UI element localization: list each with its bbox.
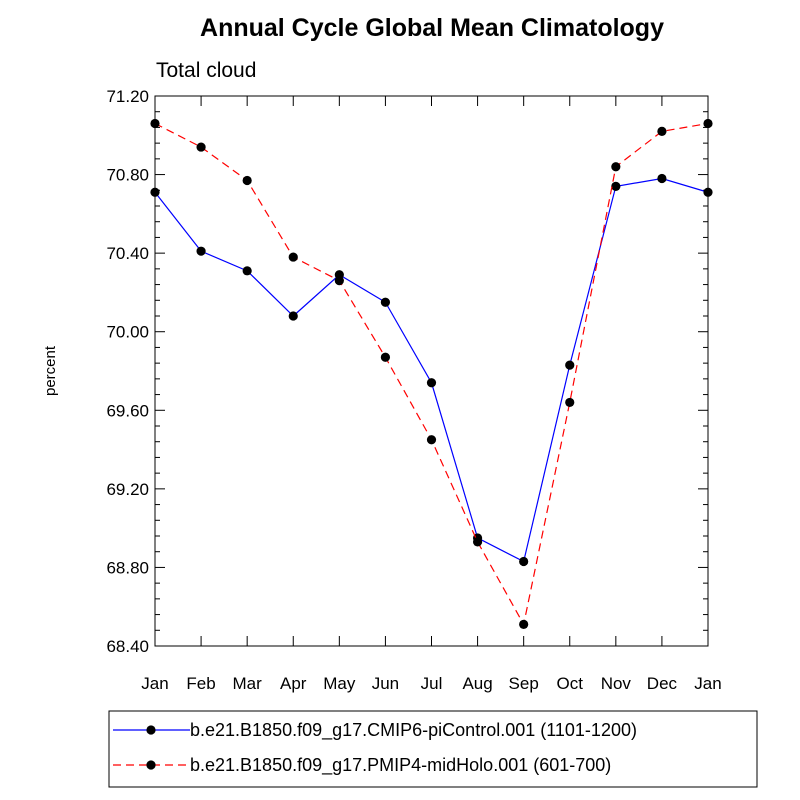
x-tick-label: Jun xyxy=(372,674,399,693)
x-tick-label: Aug xyxy=(462,674,492,693)
x-tick-label: Dec xyxy=(647,674,678,693)
y-tick-label: 69.20 xyxy=(106,480,149,499)
series-line xyxy=(154,122,709,627)
x-tick-label: Jan xyxy=(141,674,168,693)
data-point xyxy=(334,276,344,286)
data-point xyxy=(657,173,667,184)
y-tick-label: 68.80 xyxy=(106,558,149,577)
data-point xyxy=(472,537,483,547)
legend-box xyxy=(108,710,758,788)
legend-marker xyxy=(146,760,156,770)
data-point xyxy=(519,619,529,629)
data-point xyxy=(288,252,298,262)
data-point xyxy=(288,311,298,321)
x-tick-label: May xyxy=(323,674,356,693)
x-tick-label: Mar xyxy=(233,674,263,693)
data-point xyxy=(426,378,437,388)
series-line xyxy=(154,177,709,563)
data-point xyxy=(565,397,575,408)
y-tick-label: 69.60 xyxy=(106,401,149,420)
y-tick-label: 70.80 xyxy=(106,166,149,185)
data-point xyxy=(611,162,621,172)
y-tick-label: 71.20 xyxy=(106,87,149,106)
legend-label: b.e21.B1850.f09_g17.CMIP6-piControl.001 … xyxy=(190,720,637,741)
x-tick-label: Feb xyxy=(186,674,215,693)
legend-marker xyxy=(146,725,156,735)
legend: b.e21.B1850.f09_g17.CMIP6-piControl.001 … xyxy=(108,710,758,788)
y-axis-label: percent xyxy=(42,345,59,396)
plot-frame xyxy=(154,95,709,647)
data-point xyxy=(611,181,621,191)
plot-series xyxy=(150,118,713,629)
data-point xyxy=(380,352,391,362)
data-point xyxy=(196,246,206,256)
data-point xyxy=(657,126,667,136)
data-point xyxy=(242,175,252,186)
x-tick-label: Jul xyxy=(421,674,443,693)
data-point xyxy=(196,142,206,152)
x-tick-label: Oct xyxy=(557,674,584,693)
x-tick-label: Apr xyxy=(280,674,307,693)
x-tick-label: Sep xyxy=(509,674,539,693)
data-point xyxy=(426,435,437,445)
chart-subtitle: Total cloud xyxy=(156,59,256,82)
legend-label: b.e21.B1850.f09_g17.PMIP4-midHolo.001 (6… xyxy=(190,755,611,776)
data-point xyxy=(380,297,391,307)
data-point xyxy=(242,266,252,276)
y-tick-label: 68.40 xyxy=(106,637,149,656)
x-tick-label: Nov xyxy=(601,674,632,693)
axis-ticks: 68.40 68.80 69.20 69.60 70.00 70.40 70.80 71.20… xyxy=(106,87,721,693)
data-point xyxy=(519,556,529,567)
data-point xyxy=(565,360,575,370)
chart-title: Annual Cycle Global Mean Climatology xyxy=(200,14,664,42)
x-tick-label: Jan xyxy=(694,674,721,693)
y-tick-label: 70.00 xyxy=(106,323,149,342)
y-tick-label: 70.40 xyxy=(106,244,149,263)
